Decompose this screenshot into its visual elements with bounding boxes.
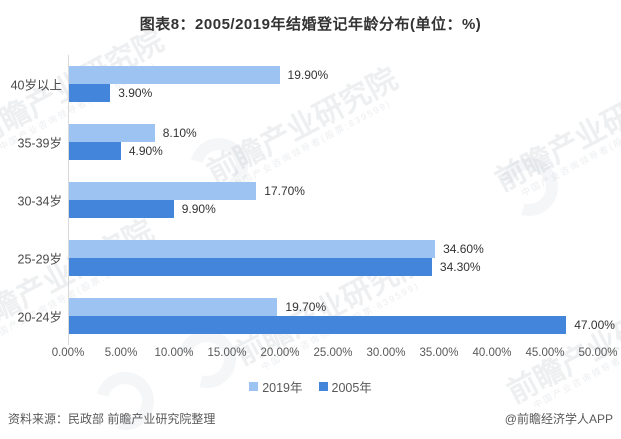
bar-2005年: [69, 200, 174, 218]
bar-line: 8.10%: [69, 124, 598, 142]
credit-note: @前瞻经济学人APP: [504, 412, 613, 426]
legend: 2019年 2005年: [0, 377, 621, 396]
bar-line: 47.00%: [69, 316, 615, 334]
x-axis-tick: 10.00%: [154, 347, 194, 359]
x-axis: 0.00% 5.00% 10.00% 15.00% 20.00% 25.00% 30.00%…: [52, 347, 618, 361]
bar-line: 34.30%: [69, 258, 598, 276]
bar-2005年: [69, 316, 567, 334]
x-axis-tick: 35.00%: [419, 347, 459, 359]
x-axis-tick: 15.00%: [207, 347, 247, 359]
value-label: 34.60%: [443, 242, 484, 256]
value-label: 4.90%: [128, 144, 163, 158]
x-axis-tick: 5.00%: [104, 347, 138, 359]
plot-area: 40岁以上 19.90% 3.90% 35-39岁 8.10% 4.90% 30-34岁 17…: [11, 55, 615, 345]
chart-title: 图表8：2005/2019年结婚登记年龄分布(单位：%): [139, 16, 482, 33]
x-axis-tick: 30.00%: [366, 347, 406, 359]
bar-line: 19.90%: [69, 66, 598, 84]
legend-item: 2005年: [318, 377, 372, 396]
x-axis-tick: 0.00%: [51, 347, 85, 359]
bar-2019年: [69, 298, 278, 316]
category-row: 40岁以上 19.90% 3.90%: [11, 55, 598, 113]
y-axis-label: 40岁以上: [10, 78, 62, 93]
legend-label: 2005年: [331, 381, 372, 395]
source-note: 资料来源：民政部 前瞻产业研究院整理: [8, 412, 216, 426]
bar-line: 4.90%: [69, 142, 598, 160]
y-axis-label: 20-24岁: [17, 310, 62, 325]
category-row: 35-39岁 8.10% 4.90%: [18, 113, 598, 171]
legend-label: 2019年: [262, 381, 303, 395]
x-axis-tick: 45.00%: [525, 347, 565, 359]
bar-2019年: [69, 66, 280, 84]
legend-swatch-icon: [249, 382, 259, 391]
bar-2005年: [69, 258, 432, 276]
legend-swatch-icon: [318, 382, 328, 391]
value-label: 9.90%: [181, 202, 216, 216]
bar-2005年: [69, 84, 111, 102]
bar-line: 19.70%: [69, 298, 598, 316]
x-axis-tick: 25.00%: [313, 347, 353, 359]
bar-line: 3.90%: [69, 84, 598, 102]
value-label: 19.90%: [287, 68, 329, 82]
watermark-logo-icon: [85, 361, 165, 439]
bar-2019年: [69, 240, 436, 258]
bar-line: 34.60%: [69, 240, 598, 258]
value-label: 47.00%: [574, 318, 615, 332]
value-label: 19.70%: [285, 300, 327, 314]
value-label: 3.90%: [118, 86, 153, 100]
bar-line: 9.90%: [69, 200, 598, 218]
value-label: 8.10%: [162, 126, 197, 140]
y-axis-label: 25-29岁: [17, 252, 62, 267]
legend-item: 2019年: [249, 377, 303, 396]
x-axis-tick: 50.00%: [578, 347, 618, 359]
bar-line: 17.70%: [69, 182, 598, 200]
bar-2005年: [69, 142, 121, 160]
category-row: 30-34岁 17.70% 9.90%: [18, 171, 598, 229]
y-axis-label: 35-39岁: [17, 136, 62, 151]
category-row: 20-24岁 19.70% 47.00%: [18, 287, 615, 345]
bar-2019年: [69, 182, 257, 200]
value-label: 17.70%: [264, 184, 305, 198]
x-axis-tick: 20.00%: [260, 347, 300, 359]
value-label: 34.30%: [439, 260, 481, 274]
x-axis-tick: 40.00%: [472, 347, 512, 359]
y-axis-label: 30-34岁: [17, 194, 62, 209]
category-row: 25-29岁 34.60% 34.30%: [18, 229, 598, 287]
bar-2019年: [69, 124, 155, 142]
